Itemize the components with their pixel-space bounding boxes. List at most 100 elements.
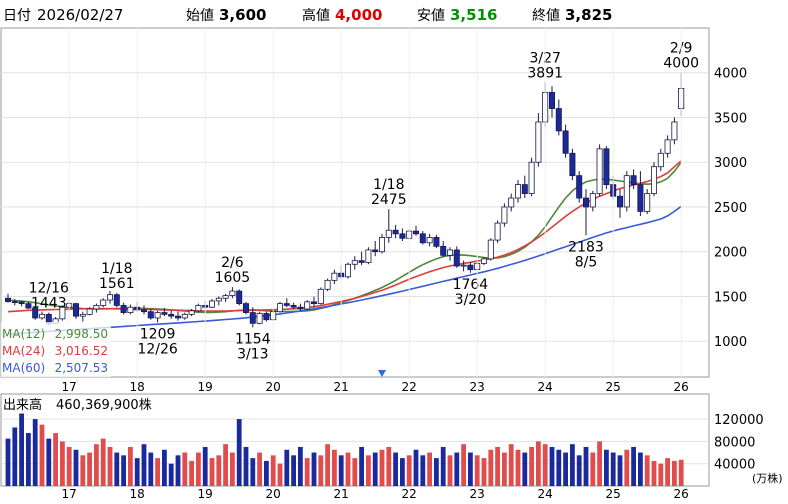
volume-bar [100,438,106,486]
candle-body [59,306,66,320]
candle-body [113,294,120,306]
candle-body [372,249,379,253]
candle-body [549,92,556,109]
x-tick-label-bottom: 23 [470,487,485,500]
annotation-line1: 2/6 [221,255,244,271]
volume-bar [420,455,426,486]
volume-bar [270,455,276,486]
legend-ma24-label: MA(24) [2,344,45,358]
annotation-line1: 2183 [568,239,604,255]
volume-bar [440,446,446,486]
volume-bar [570,444,575,486]
volume-bar [39,424,45,486]
volume-bar [413,449,419,486]
annotation-line1: 1154 [235,331,271,347]
candle [39,311,46,320]
candle-body [358,260,365,263]
annotation-line2: 3/13 [237,346,268,362]
x-tick-label-top: 24 [538,380,553,394]
volume-bar [209,458,215,486]
volume-bar [345,452,351,486]
candle [344,262,351,279]
candle [86,307,93,316]
volume-bar [318,455,324,486]
candle [562,124,569,158]
volume-bar [651,460,657,486]
current-position-marker [378,370,386,377]
legend-ma60-label: MA(60) [2,361,45,375]
volume-bar [12,427,18,486]
volume-bar [427,452,432,486]
volume-bar [141,444,147,486]
volume-bar [250,458,256,486]
candle-body [181,313,188,319]
candle [324,278,331,292]
volume-bar [277,463,283,486]
volume-bar [168,463,174,486]
candle [195,303,202,313]
volume-tick-label: 120000 [714,413,764,428]
low-label: 安値 [417,8,445,24]
candle [644,189,651,215]
volume-bar [298,446,303,486]
volume-bar [107,446,113,486]
x-tick-label-bottom: 21 [334,487,349,500]
candle [222,293,229,302]
candle-body [100,299,107,306]
candle-body [11,301,18,303]
volume-bar [87,452,92,486]
candle [188,308,195,317]
candle [317,287,324,305]
candle-body [25,303,32,309]
candle-body [283,303,290,306]
candle [617,189,624,218]
candle [79,311,86,322]
volume-bar [529,446,534,486]
candle-body [331,272,338,281]
volume-bar [216,455,222,486]
volume-bar [80,455,86,486]
candle [569,148,576,181]
candle [378,233,385,254]
candle-body [236,290,243,305]
candle [589,190,596,212]
volume-bar [114,452,120,486]
candle [596,144,603,197]
volume-bar [175,455,181,486]
volume-bars [5,413,684,486]
candle-body [433,236,440,247]
candle-body [446,249,453,256]
candle-body [324,279,331,290]
annotation-line1: 12/16 [29,281,69,297]
volume-bar [134,458,140,486]
candle [100,298,107,308]
candle-body [18,301,25,305]
close-label: 終値 [532,8,560,24]
candle [229,287,236,299]
candle-body [222,295,229,299]
volume-bar [610,452,616,486]
candle [671,117,678,145]
candle [283,298,290,308]
candle [310,296,317,308]
volume-bar [73,449,79,486]
candle-body [378,236,385,253]
volume-bar [162,449,167,486]
candle-body [39,313,46,319]
candle-body [188,310,195,315]
annotation-line2: 1561 [99,276,135,292]
candle [113,292,120,308]
volume-bar [617,455,623,486]
moving-average-lines [7,160,682,335]
legend-ma12-value: 2,998.50 [55,327,108,341]
legend-background [1,322,111,377]
price-tick-label: 1500 [714,290,747,305]
volume-bar [291,455,296,486]
candle [215,296,222,306]
price-axis: 1000 1500 2000 2500 3000 3500 4000 [714,67,747,350]
volume-bar [243,446,249,486]
candle [651,162,658,197]
volume-bar [236,419,242,486]
candle-body [385,229,392,238]
open-value: 3,600 [219,6,266,24]
